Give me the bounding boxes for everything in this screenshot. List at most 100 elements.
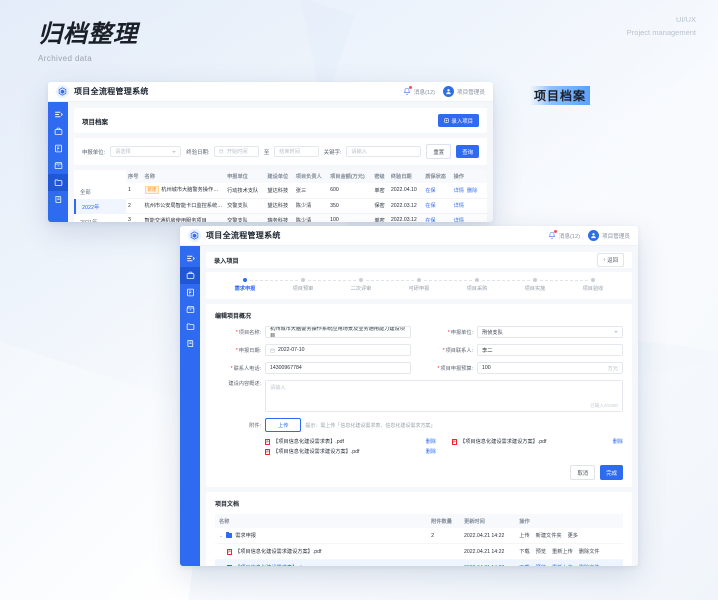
field-contact-phone-input[interactable]: 14300967784 (265, 362, 411, 374)
step-0[interactable]: 需求申报 (216, 278, 298, 292)
doc-action-预览[interactable]: 预览 (535, 549, 547, 555)
sidebar-item-archive-back[interactable] (48, 157, 68, 174)
doc-name: 【项目信息化建设需求表】.doc (235, 564, 307, 566)
doc-cell-actions[interactable]: 下载 预览 重新上传 删除文件 (515, 559, 623, 566)
year-item-2[interactable]: 2021年 (74, 214, 126, 222)
delete-file-link[interactable]: 删除 (612, 439, 623, 445)
messages-button-back[interactable]: 消息(12) (403, 86, 435, 96)
year-item-1[interactable]: 2022年 (74, 199, 126, 215)
filter-date-start[interactable]: 开始时间 (214, 146, 259, 157)
form-cancel-button[interactable]: 取消 (570, 465, 596, 480)
folder-icon (226, 531, 233, 538)
filter-keyword-input[interactable]: 请输入 (346, 146, 422, 157)
cell-date: 2022.03.12 (388, 198, 424, 214)
field-contact-person-input[interactable]: 李二 (477, 344, 623, 356)
sidebar-item-book-front[interactable] (180, 335, 200, 352)
doc-action-删除文件[interactable]: 删除文件 (578, 549, 600, 555)
field-project-name-input[interactable]: 杭州城市大脑警务操作系统应用场景及业务通用能力建设项目 (265, 326, 411, 338)
sidebar-item-menu-front[interactable] (180, 250, 200, 267)
field-budget-input[interactable]: 100 万元 (477, 362, 623, 374)
step-5[interactable]: 项目实施 (506, 278, 588, 292)
field-declaring-unit-select[interactable]: 刑侦支队 (477, 326, 623, 338)
doc-cell-time: 2022.04.21 14:22 (460, 528, 516, 544)
user-label-front: 项目管理员 (602, 233, 630, 240)
doc-action-预览[interactable]: 预览 (536, 565, 546, 566)
table-row[interactable]: 1新建杭州城市大脑警务操作系统应...行动技术支队望达科技张三600单密2022… (126, 183, 487, 199)
list-item[interactable]: P 【项目信息化建设需求表】.pdf 删除 (265, 438, 436, 445)
sidebar-item-report-back[interactable] (48, 140, 68, 157)
sidebar-item-book-back[interactable] (48, 191, 68, 208)
field-description-textarea[interactable]: 请输入 已输入0/1000 (265, 380, 623, 412)
messages-button-front[interactable]: 消息(12) (548, 230, 580, 240)
upload-button[interactable]: 上传 (265, 418, 302, 432)
attachment-label: 附件: (249, 422, 261, 429)
table-row[interactable]: ⌄ 需求申报 2 2022.04.21 14:22 上传 新建文件夹 更多 (215, 528, 623, 544)
step-3[interactable]: 可研申报 (390, 278, 472, 292)
row-action-详情[interactable]: 详情 (453, 187, 464, 194)
cell-actions[interactable]: 详情 (451, 213, 487, 222)
sidebar-item-briefcase-back[interactable] (48, 123, 68, 140)
table-row[interactable]: 3 智能交通机房使用服务项目 交警支队 瑞务科技 陈少清 100 单密 2022.03.12 在… (126, 213, 487, 222)
app-logo-icon-front (188, 229, 201, 242)
doc-cell-actions[interactable]: 上传 新建文件夹 更多 (515, 528, 623, 544)
field-project-name-value: 杭州城市大脑警务操作系统应用场景及业务通用能力建设项目 (270, 326, 405, 338)
step-4[interactable]: 项目采购 (448, 278, 530, 292)
step-dot-icon (243, 278, 247, 282)
user-menu-front[interactable]: 项目管理员 (588, 230, 630, 241)
cell-actions[interactable]: 详情 (451, 198, 487, 214)
chevron-down-icon-folder[interactable]: ⌄ (219, 532, 224, 539)
delete-file-link[interactable]: 删除 (425, 439, 436, 445)
search-button[interactable]: 查询 (456, 145, 479, 158)
sidebar-item-archive-front[interactable] (180, 301, 200, 318)
step-2[interactable]: 二次评审 (332, 278, 414, 292)
year-item-0[interactable]: 全部 (80, 189, 91, 196)
doc-action-下载[interactable]: 下载 (519, 549, 530, 555)
user-menu-back[interactable]: 项目管理员 (443, 86, 485, 97)
doc-action-重新上传[interactable]: 重新上传 (552, 565, 573, 566)
sidebar-item-report-front[interactable] (180, 284, 200, 301)
list-item[interactable]: P 【项目信息化建设需求建设方案】.pdf 删除 (452, 438, 623, 445)
table-row[interactable]: 2杭州市公安局智能卡口监控系统租赁项目交警支队望达科技陈少清350保密2022.… (126, 198, 487, 214)
filter-date-end[interactable]: 结束时间 (274, 146, 319, 157)
doc-action-更多[interactable]: 更多 (567, 533, 578, 539)
delete-file-link[interactable]: 删除 (425, 449, 436, 455)
user-label-back: 项目管理员 (457, 89, 485, 96)
sidebar-item-menu-back[interactable] (48, 106, 68, 123)
doc-action-下载[interactable]: 下载 (519, 565, 529, 566)
filter-unit-select[interactable]: 请选择 (110, 146, 182, 157)
archive-col-0: 序号 (126, 170, 143, 183)
step-1[interactable]: 项目预审 (274, 278, 356, 292)
import-project-button[interactable]: 录入项目 (438, 114, 479, 127)
doc-action-重新上传[interactable]: 重新上传 (552, 549, 573, 555)
step-label: 项目预审 (292, 286, 314, 292)
list-item[interactable]: P 【项目信息化建设需求建设方案】.pdf 删除 (265, 448, 436, 455)
back-button[interactable]: ‹ 返回 (597, 253, 624, 267)
doc-cell-actions[interactable]: 下载预览重新上传删除文件 (515, 543, 623, 560)
sidebar-item-briefcase-front[interactable] (180, 267, 200, 284)
corner-credit-line2: Project management (626, 27, 696, 37)
archive-card-title: 项目档案 (82, 118, 108, 126)
archive-col-4: 项目负责人 (293, 170, 329, 183)
doc-cell-time: 2022.04.21 14:22 (460, 559, 516, 566)
doc-action-上传[interactable]: 上传 (519, 533, 530, 539)
warranty-status: 在保 (425, 203, 436, 210)
table-row[interactable]: P 【项目信息化建设需求建设方案】.pdf 2022.04.21 14:22 下载 预览… (215, 543, 623, 560)
sidebar-item-folder-front[interactable] (180, 318, 200, 335)
entry-toolbar: 录入项目 ‹ 返回 (206, 252, 632, 268)
project-overview-panel: 编辑项目概况 *项目名称: 杭州城市大脑警务操作系统应用场景及业务通用能力建设项… (206, 304, 632, 487)
row-action-删除[interactable]: 删除 (467, 187, 478, 194)
step-6[interactable]: 项目验收 (564, 278, 622, 292)
row-action-详情[interactable]: 详情 (453, 217, 464, 222)
form-confirm-button[interactable]: 完成 (600, 465, 623, 480)
corner-credit-line1: UI/UX (675, 15, 696, 24)
avatar (443, 86, 455, 97)
field-declare-date-input[interactable]: 2022-07-10 (265, 344, 411, 356)
doc-action-新建文件夹[interactable]: 新建文件夹 (535, 533, 562, 539)
cell-actions[interactable]: 详情 删除 (451, 183, 487, 199)
bell-icon (403, 86, 412, 96)
sidebar-item-folder-back[interactable] (48, 174, 68, 191)
doc-action-删除文件[interactable]: 删除文件 (579, 565, 600, 566)
reset-button[interactable]: 重置 (426, 144, 452, 159)
row-action-详情[interactable]: 详情 (453, 203, 464, 210)
